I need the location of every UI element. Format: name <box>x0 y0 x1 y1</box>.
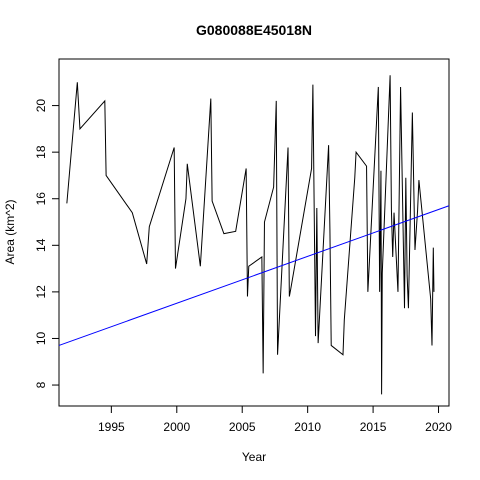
y-tick-label: 18 <box>34 145 48 159</box>
chart-title: G080088E45018N <box>196 22 312 38</box>
x-tick-label: 2010 <box>294 420 321 434</box>
y-tick-label: 8 <box>34 381 48 388</box>
x-tick-label: 1995 <box>98 420 125 434</box>
y-axis-label: Area (km^2) <box>3 200 17 265</box>
y-tick-label: 14 <box>34 238 48 252</box>
x-axis-label: Year <box>242 450 266 464</box>
y-tick-label: 12 <box>34 285 48 299</box>
x-tick-label: 2020 <box>425 420 452 434</box>
series-layer <box>58 75 450 395</box>
x-axis: 1995 2000 2005 2010 2015 2020 <box>98 406 452 434</box>
y-axis: 8 10 12 14 16 18 20 <box>34 99 59 388</box>
x-tick-label: 2005 <box>229 420 256 434</box>
y-tick-label: 10 <box>34 331 48 345</box>
plot-frame <box>58 58 450 407</box>
area-series-line <box>66 75 435 395</box>
trend-line <box>58 205 450 346</box>
y-tick-label: 20 <box>34 99 48 113</box>
x-tick-label: 2015 <box>360 420 387 434</box>
x-tick-label: 2000 <box>163 420 190 434</box>
y-tick-label: 16 <box>34 192 48 206</box>
